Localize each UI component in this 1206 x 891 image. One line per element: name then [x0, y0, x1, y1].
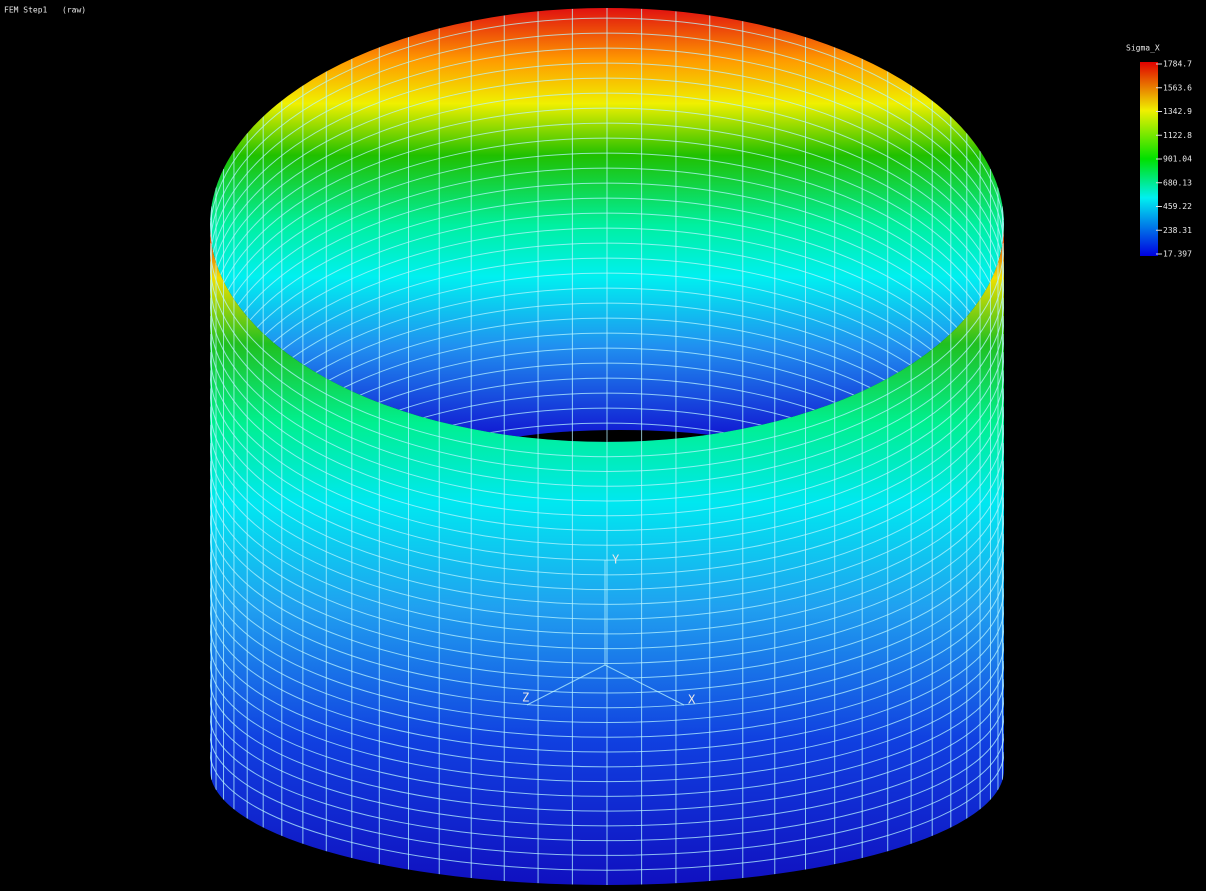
triad-label: Y: [612, 553, 620, 567]
legend-label: 459.22: [1163, 202, 1192, 211]
step-mode: (raw): [62, 6, 86, 15]
step-title: FEM Step1: [4, 6, 48, 15]
legend-label: 1563.6: [1163, 83, 1192, 92]
triad-label: X: [688, 693, 696, 707]
viewport: Y Z X FEM Step1 (raw) Sigma_X 1784.7 1563…: [0, 0, 1206, 891]
legend-label: 17.397: [1163, 250, 1192, 259]
legend: Sigma_X 1784.7 1563.6 1342.9 1122.8 901.04 68…: [1126, 44, 1192, 259]
legend-title: Sigma_X: [1126, 44, 1160, 53]
legend-label: 1342.9: [1163, 107, 1192, 116]
legend-label: 1122.8: [1163, 131, 1192, 140]
color-bar: [1140, 62, 1158, 256]
legend-label: 238.31: [1163, 226, 1192, 235]
model: [210, 3, 1004, 885]
triad-label: Z: [522, 691, 529, 705]
legend-label: 901.04: [1163, 155, 1192, 164]
legend-label: 1784.7: [1163, 60, 1192, 69]
legend-label: 680.13: [1163, 178, 1192, 187]
